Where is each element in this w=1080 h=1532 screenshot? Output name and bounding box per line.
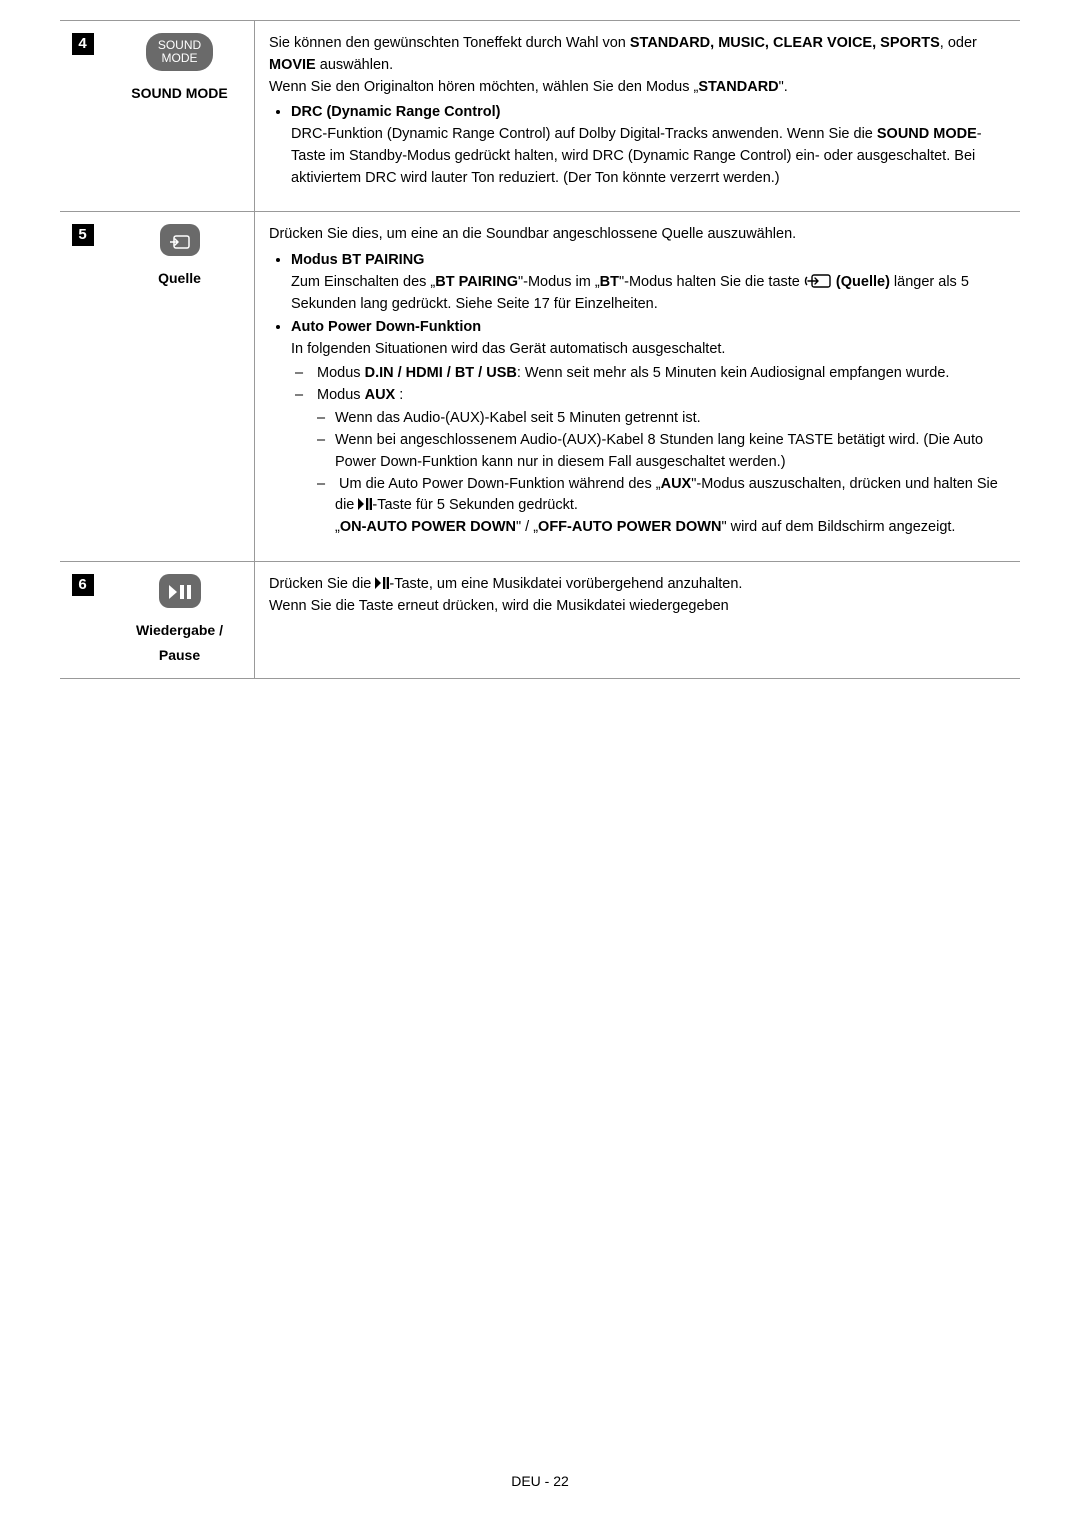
- play-pause-icon-inline: [358, 498, 372, 510]
- r5-line1: Drücken Sie dies, um eine an die Soundba…: [269, 226, 796, 242]
- r5-sub2-3: Um die Auto Power Down-Funktion während …: [335, 474, 1010, 539]
- play-pause-icon-inline-2: [375, 577, 389, 589]
- row-4-num-cell: 4: [60, 21, 105, 211]
- r5-sub2-1: Wenn das Audio-(AUX)-Kabel seit 5 Minute…: [335, 408, 1010, 430]
- row-4-num: 4: [72, 33, 94, 55]
- sound-mode-badge: SOUND MODE: [146, 33, 213, 71]
- row-5-desc: Drücken Sie dies, um eine an die Soundba…: [255, 212, 1020, 561]
- r5-sub1-b: D.IN / HDMI / BT / USB: [365, 365, 517, 381]
- source-icon-inline: [804, 273, 832, 289]
- play-pause-label1: Wiedergabe /: [113, 620, 246, 641]
- r5-sub2-3a: Um die Auto Power Down-Funktion während …: [339, 476, 661, 492]
- r5-bullet-bt: Modus BT PAIRING Zum Einschalten des „BT…: [291, 250, 1010, 315]
- r5-sub1-a: Modus: [317, 365, 365, 381]
- source-label: Quelle: [113, 268, 246, 289]
- page-container: 4 SOUND MODE SOUND MODE Sie können den g…: [0, 0, 1080, 1532]
- r4-bullet-title: DRC (Dynamic Range Control): [291, 104, 500, 120]
- row-5-icon-cell: Quelle: [105, 212, 255, 561]
- r4-bullet-body-a: DRC-Funktion (Dynamic Range Control) auf…: [291, 126, 877, 142]
- r6-b: -Taste, um eine Musikdatei vorübergehend…: [389, 576, 742, 592]
- row-6-num: 6: [72, 574, 94, 596]
- r5-sub2-3-l2b: ON-AUTO POWER DOWN: [340, 519, 516, 535]
- r4-bullet-drc: DRC (Dynamic Range Control) DRC-Funktion…: [291, 102, 1010, 189]
- r4-bullet-body-bold: SOUND MODE: [877, 126, 977, 142]
- r4-text-1c: auswählen.: [316, 57, 393, 73]
- r4-bullets: DRC (Dynamic Range Control) DRC-Funktion…: [269, 102, 1010, 189]
- r5-sub2-b: AUX: [365, 387, 396, 403]
- r5-bullet-apd: Auto Power Down-Funktion In folgenden Si…: [291, 317, 1010, 539]
- r4-text-bold-list: STANDARD, MUSIC, CLEAR VOICE, SPORTS: [630, 35, 940, 51]
- r5-sub2: Modus AUX : Wenn das Audio-(AUX)-Kabel s…: [313, 385, 1010, 539]
- r5-b1-e: "-Modus halten Sie die taste: [619, 274, 804, 290]
- r5-b2-title: Auto Power Down-Funktion: [291, 319, 481, 335]
- row-5-num-cell: 5: [60, 212, 105, 561]
- r5-sub1: Modus D.IN / HDMI / BT / USB: Wenn seit …: [313, 363, 1010, 385]
- page-footer: DEU - 22: [0, 1471, 1080, 1492]
- r5-sub-list: Modus D.IN / HDMI / BT / USB: Wenn seit …: [291, 363, 1010, 539]
- play-pause-label2: Pause: [113, 645, 246, 666]
- sound-mode-badge-line1: SOUND: [158, 38, 201, 52]
- r5-b1-b: BT PAIRING: [435, 274, 518, 290]
- sound-mode-badge-line2: MODE: [162, 51, 198, 65]
- source-icon: [170, 235, 190, 249]
- r4-text-2b: STANDARD: [698, 79, 778, 95]
- r4-text-2a: Wenn Sie den Originalton hören möchten, …: [269, 79, 698, 95]
- play-pause-icon: [169, 585, 191, 599]
- r4-text-1a: Sie können den gewünschten Toneffekt dur…: [269, 35, 630, 51]
- row-6-icon-cell: Wiedergabe / Pause: [105, 562, 255, 678]
- row-4-desc: Sie können den gewünschten Toneffekt dur…: [255, 21, 1020, 211]
- r5-b1-a: Zum Einschalten des „: [291, 274, 435, 290]
- r4-text-bold-movie: MOVIE: [269, 57, 316, 73]
- play-pause-badge: [159, 574, 201, 608]
- row-4: 4 SOUND MODE SOUND MODE Sie können den g…: [60, 20, 1020, 212]
- r5-b1-title: Modus BT PAIRING: [291, 252, 424, 268]
- r5-sub2-a: Modus: [317, 387, 365, 403]
- r5-b1-c: "-Modus im „: [518, 274, 600, 290]
- r5-b1-d: BT: [600, 274, 619, 290]
- r5-sub1-c: : Wenn seit mehr als 5 Minuten kein Audi…: [517, 365, 950, 381]
- sound-mode-label: SOUND MODE: [113, 83, 246, 104]
- r6-line2: Wenn Sie die Taste erneut drücken, wird …: [269, 598, 729, 614]
- r5-sub2-3b: AUX: [661, 476, 692, 492]
- row-6: 6 Wiedergabe / Pause Drücken Sie die -Ta…: [60, 562, 1020, 679]
- r5-sub2-3d: -Taste für 5 Sekunden gedrückt.: [372, 497, 578, 513]
- r5-sub2-list: Wenn das Audio-(AUX)-Kabel seit 5 Minute…: [313, 408, 1010, 539]
- r5-b1-f: (Quelle): [832, 274, 890, 290]
- r5-sub2-3-l2c: " / „: [516, 519, 538, 535]
- row-5-num: 5: [72, 224, 94, 246]
- r5-sub2-3-l2e: " wird auf dem Bildschirm angezeigt.: [721, 519, 955, 535]
- r5-sub2-2: Wenn bei angeschlossenem Audio-(AUX)-Kab…: [335, 430, 1010, 474]
- r4-text-2c: ".: [779, 79, 788, 95]
- row-6-num-cell: 6: [60, 562, 105, 678]
- r5-sub2-3-l2d: OFF-AUTO POWER DOWN: [538, 519, 721, 535]
- r6-a: Drücken Sie die: [269, 576, 375, 592]
- r5-b2-line: In folgenden Situationen wird das Gerät …: [291, 341, 725, 357]
- row-5: 5 Quelle Drücken Sie dies, um eine an di…: [60, 212, 1020, 562]
- row-4-icon-cell: SOUND MODE SOUND MODE: [105, 21, 255, 211]
- r4-text-1b: , oder: [940, 35, 977, 51]
- source-badge: [160, 224, 200, 256]
- row-6-desc: Drücken Sie die -Taste, um eine Musikdat…: [255, 562, 1020, 678]
- r5-bullets: Modus BT PAIRING Zum Einschalten des „BT…: [269, 250, 1010, 539]
- r5-sub2-c: :: [395, 387, 403, 403]
